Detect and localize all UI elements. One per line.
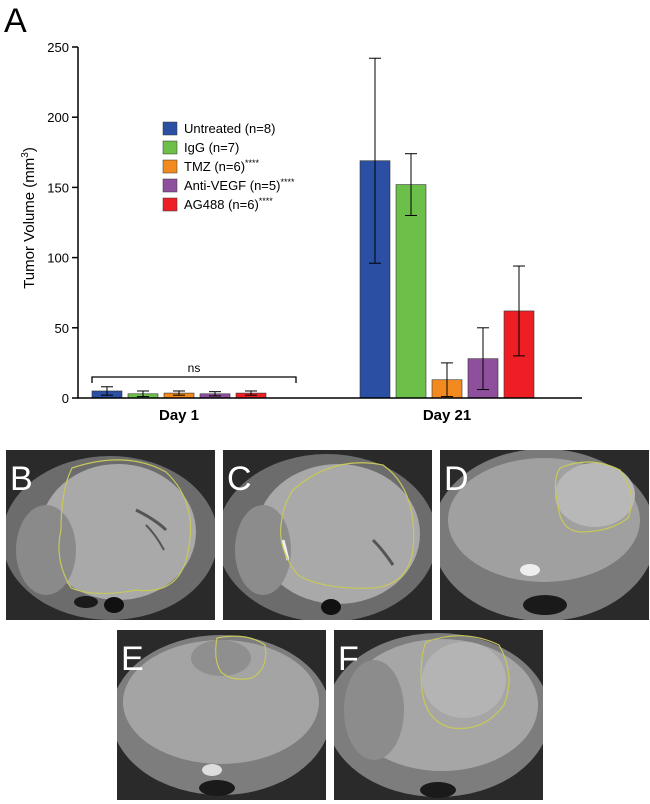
panel-label-c: C bbox=[227, 460, 252, 498]
mri-image-f: F bbox=[334, 630, 543, 800]
y-axis-title: Tumor Volume (mm3) bbox=[20, 147, 38, 289]
chart-legend: Untreated (n=8) IgG (n=7) TMZ (n=6)**** Ant… bbox=[162, 121, 295, 212]
ns-annotation: ns bbox=[188, 361, 201, 375]
mri-image-d: D bbox=[440, 450, 649, 620]
legend-label: AG488 (n=6)**** bbox=[184, 196, 273, 212]
bar-chart: A Tumor Volume (mm3) 0 50 100 150 200 250 Day… bbox=[4, 2, 582, 424]
mri-panel-d: D bbox=[440, 450, 649, 620]
bar bbox=[395, 184, 427, 399]
x-category-label: Day 21 bbox=[423, 407, 471, 424]
mri-panel-e: E bbox=[117, 630, 326, 800]
x-category-label: Day 1 bbox=[159, 407, 199, 424]
mri-image-b: B bbox=[6, 450, 215, 620]
tumor-outline-f bbox=[420, 635, 510, 730]
legend-swatch bbox=[162, 159, 178, 174]
mri-panel-b: B bbox=[6, 450, 215, 620]
legend-label: TMZ (n=6)**** bbox=[184, 158, 260, 174]
mri-image-c: C bbox=[223, 450, 432, 620]
panel-label-f: F bbox=[338, 640, 359, 678]
panel-label-b: B bbox=[10, 460, 33, 498]
mri-image-e: E bbox=[117, 630, 326, 800]
legend-swatch bbox=[162, 121, 178, 136]
tumor-outline-d bbox=[554, 461, 633, 533]
legend-label: Untreated (n=8) bbox=[184, 121, 275, 136]
panel-label-a: A bbox=[4, 2, 27, 40]
y-tick-label: 150 bbox=[47, 180, 69, 195]
tumor-outline-c bbox=[280, 462, 415, 589]
panel-label-d: D bbox=[444, 460, 469, 498]
y-tick-label: 50 bbox=[55, 321, 69, 336]
ns-bracket bbox=[91, 376, 297, 383]
legend-swatch bbox=[162, 197, 178, 212]
panel-label-e: E bbox=[121, 640, 144, 678]
legend-swatch bbox=[162, 140, 178, 155]
y-tick-label: 100 bbox=[47, 251, 69, 266]
y-tick-label: 200 bbox=[47, 110, 69, 125]
y-tick-label: 250 bbox=[47, 40, 69, 55]
mri-panel-c: C bbox=[223, 450, 432, 620]
y-tick-label: 0 bbox=[62, 391, 69, 406]
tumor-outline-b bbox=[58, 459, 192, 595]
legend-swatch bbox=[162, 178, 178, 193]
tumor-outline-e bbox=[215, 635, 267, 680]
legend-label: IgG (n=7) bbox=[184, 140, 239, 155]
mri-panel-f: F bbox=[334, 630, 543, 800]
legend-label: Anti-VEGF (n=5)**** bbox=[184, 177, 295, 193]
